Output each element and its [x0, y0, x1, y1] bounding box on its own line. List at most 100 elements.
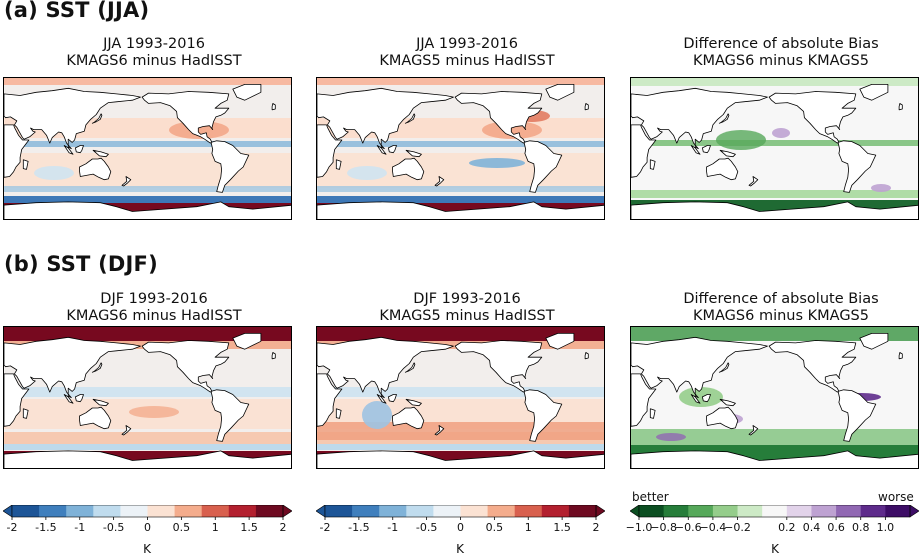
map-svg-a2 [317, 78, 604, 219]
colorbar-tick-label: 1 [524, 521, 532, 534]
land-japan [91, 113, 103, 124]
land-north-america [141, 91, 230, 144]
colorbar-left: -2 -1.5 -1 -0.5 0 0.5 1 1.5 2 [3, 505, 292, 534]
colorbar-extend-high [595, 505, 605, 518]
land-new-guinea [405, 149, 422, 158]
land-south-america [523, 140, 563, 193]
panel-b3-title-line1: Difference of absolute Bias [683, 291, 879, 307]
colorbar-segment [487, 505, 516, 517]
panel-a3-title: Difference of absolute Bias KMAGS6 minus… [631, 36, 920, 70]
land-africa [4, 373, 30, 427]
panel-b3-title: Difference of absolute Bias KMAGS6 minus… [631, 291, 920, 325]
colorbar-segment [255, 505, 284, 517]
colorbar-tick-label: 0.5 [172, 521, 191, 534]
colorbar-tick-label: -1 [74, 521, 86, 534]
land-europe-asia [317, 87, 454, 150]
colorbar-tick-label: 2 [279, 521, 287, 534]
map-panel-b1 [3, 326, 292, 469]
colorbar-tick-label: 1.0 [876, 521, 895, 534]
colorbar-segment [39, 505, 67, 517]
map-panel-b3 [630, 326, 919, 469]
colorbar-tick-label: −0.8 [650, 521, 677, 534]
land-japan [404, 113, 416, 124]
land-new-zealand [748, 425, 759, 436]
colorbar-tick-label: 1.5 [553, 521, 571, 534]
colorbar-segment [228, 505, 257, 517]
panel-b1-title-line1: DJF 1993-2016 [100, 291, 208, 307]
land-sumatra [63, 394, 74, 404]
land-uk [898, 103, 903, 111]
land-africa [4, 124, 30, 178]
land-greenland [545, 333, 575, 350]
colorbar-svg-diff [630, 505, 919, 520]
map-svg-b2 [317, 327, 604, 468]
colorbar-segment [460, 505, 489, 517]
land-north-america [141, 340, 230, 393]
land-japan [718, 113, 730, 124]
land-sumatra [376, 145, 387, 155]
colorbar-tick-label: 1.5 [240, 521, 258, 534]
colorbar-tick-label: 0.2 [778, 521, 796, 534]
colorbar-segment [860, 505, 886, 517]
panel-a2-title-line1: JJA 1993-2016 [416, 36, 518, 52]
colorbar-extend-high [909, 505, 919, 518]
colorbar-tick-label: -2 [6, 521, 18, 534]
map-svg-b3 [631, 327, 918, 468]
panel-a1-title-line1: JJA 1993-2016 [103, 36, 205, 52]
land-greenland [545, 84, 575, 101]
colorbar-segment [762, 505, 788, 517]
land-north-america [454, 91, 543, 144]
section-a-title: (a) SST (JJA) [4, 0, 150, 22]
colorbar-segment [66, 505, 94, 517]
land-madagascar [335, 408, 342, 419]
colorbar-segment [541, 505, 570, 517]
map-panel-a2 [316, 77, 605, 220]
land-uk [584, 103, 589, 111]
colorbar-segment [93, 505, 121, 517]
colorbar-segment [379, 505, 407, 517]
colorbar-segment [514, 505, 543, 517]
unit-label-right: K [771, 542, 779, 556]
colorbar-right: −1.0 −0.8 −0.6 −0.4 −0.2 0.2 0.4 0.6 0.8 1.0 [626, 505, 919, 534]
colorbar-segment [352, 505, 380, 517]
land-new-zealand [121, 176, 132, 187]
colorbar-tick-label: −1.0 [625, 521, 653, 534]
map-svg-a1 [4, 78, 291, 219]
colorbar-tick-label: -1.5 [35, 521, 57, 534]
land-africa [317, 124, 343, 178]
land-borneo [388, 145, 397, 154]
colorbar-tick-label: 0 [144, 521, 151, 534]
land-africa [317, 373, 343, 427]
colorbar-segment [811, 505, 837, 517]
colorbar-tick-label: -0.5 [415, 521, 438, 534]
land-antarctica [317, 201, 604, 219]
colorbar-segment [325, 505, 353, 517]
land-south-america [837, 389, 877, 442]
colorbar-segment [885, 505, 911, 517]
colorbar-segment [433, 505, 461, 517]
colorbar-segment [201, 505, 230, 517]
land-japan [91, 362, 103, 373]
colorbar-svg-bias [316, 505, 605, 520]
land-uk [898, 352, 903, 360]
colorbar-segment [663, 505, 689, 517]
land-greenland [859, 333, 889, 350]
land-new-guinea [92, 398, 109, 407]
colorbar-segment [406, 505, 434, 517]
land-africa [631, 124, 657, 178]
panel-a1-title: JJA 1993-2016 KMAGS6 minus HadISST [4, 36, 304, 70]
colorbar-middle: -2 -1.5 -1 -0.5 0 0.5 1 1.5 2 [316, 505, 605, 534]
colorbar-tick-label: −0.4 [699, 521, 727, 534]
colorbar-tick-label: 2 [592, 521, 600, 534]
panel-b1-title: DJF 1993-2016 KMAGS6 minus HadISST [4, 291, 304, 325]
colorbar-segment [12, 505, 40, 517]
colorbar-segment [174, 505, 203, 517]
land-europe-asia [631, 336, 768, 399]
colorbar-segment [737, 505, 763, 517]
land-sumatra [376, 394, 387, 404]
land-antarctica [4, 450, 291, 468]
colorbar-extend-low [630, 505, 640, 518]
colorbar-tick-label: −0.6 [674, 521, 702, 534]
land-antarctica [317, 450, 604, 468]
land-australia [79, 406, 112, 430]
